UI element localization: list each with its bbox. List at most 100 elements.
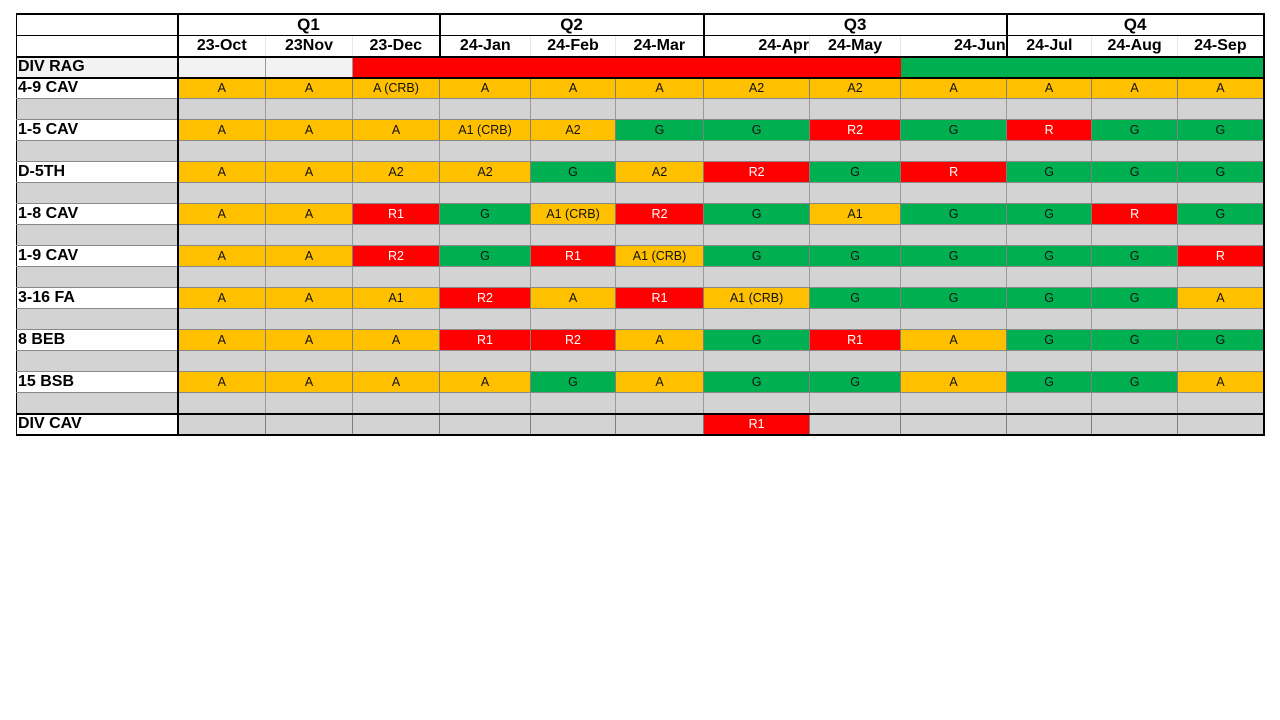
spacer-cell bbox=[809, 392, 902, 414]
spacer-cell bbox=[265, 140, 353, 162]
status-cell: G bbox=[1006, 371, 1093, 393]
status-cell: A bbox=[615, 329, 705, 351]
spacer-cell bbox=[352, 98, 441, 120]
status-cell: A bbox=[177, 245, 266, 267]
spacer-cell bbox=[530, 266, 617, 288]
status-cell: G bbox=[900, 245, 1008, 267]
spacer-cell bbox=[265, 392, 353, 414]
spacer-cell bbox=[439, 266, 532, 288]
status-cell: A2 bbox=[352, 161, 441, 183]
spacer-row bbox=[16, 182, 1265, 204]
spacer-label bbox=[16, 350, 179, 372]
div-cav-cell bbox=[1091, 412, 1179, 436]
status-cell: G bbox=[1091, 119, 1179, 141]
status-cell: A bbox=[177, 371, 266, 393]
status-cell: A bbox=[177, 203, 266, 225]
status-cell: R1 bbox=[530, 245, 617, 267]
spacer-cell bbox=[900, 266, 1008, 288]
spacer-cell bbox=[1006, 308, 1093, 330]
month-header: 24-Jan bbox=[439, 35, 532, 58]
spacer-cell bbox=[1091, 98, 1179, 120]
spacer-cell bbox=[1006, 182, 1093, 204]
row-label: 4-9 CAV bbox=[16, 77, 179, 99]
status-cell: R2 bbox=[615, 203, 705, 225]
spacer-cell bbox=[1177, 224, 1265, 246]
spacer-cell bbox=[1006, 392, 1093, 414]
spacer-cell bbox=[703, 266, 811, 288]
status-cell: A bbox=[900, 371, 1008, 393]
spacer-row bbox=[16, 98, 1265, 120]
status-cell: A bbox=[265, 203, 353, 225]
unit-row: 15 BSB A A A A G A G G A G G A bbox=[16, 371, 1265, 393]
status-cell: G bbox=[530, 371, 617, 393]
status-cell: G bbox=[1006, 245, 1093, 267]
spacer-label bbox=[16, 98, 179, 120]
spacer-cell bbox=[1091, 266, 1179, 288]
spacer-cell bbox=[1006, 140, 1093, 162]
spacer-cell bbox=[177, 224, 266, 246]
spacer-cell bbox=[530, 350, 617, 372]
status-cell: G bbox=[703, 203, 811, 225]
spacer-cell bbox=[265, 224, 353, 246]
header-corner bbox=[16, 13, 179, 36]
spacer-cell bbox=[352, 140, 441, 162]
month-header: 23-Oct bbox=[177, 35, 266, 58]
status-cell: G bbox=[1006, 161, 1093, 183]
spacer-row bbox=[16, 224, 1265, 246]
div-rag-cell bbox=[439, 56, 531, 79]
rag-status-table: Q1 Q2 Q3 Q4 23-Oct 23Nov 23-Dec 24-Jan 24-Feb 24-… bbox=[16, 13, 1265, 436]
spacer-cell bbox=[1177, 140, 1265, 162]
spacer-cell bbox=[439, 182, 532, 204]
spacer-cell bbox=[615, 308, 705, 330]
status-cell: A bbox=[1091, 77, 1179, 99]
quarter-header-row: Q1 Q2 Q3 Q4 bbox=[16, 13, 1265, 36]
spacer-cell bbox=[530, 392, 617, 414]
spacer-label bbox=[16, 392, 179, 414]
spacer-cell bbox=[809, 224, 902, 246]
status-cell: R bbox=[900, 161, 1008, 183]
status-cell: G bbox=[900, 287, 1008, 309]
status-cell: G bbox=[530, 161, 617, 183]
div-rag-cell bbox=[1091, 56, 1178, 79]
spacer-row bbox=[16, 308, 1265, 330]
spacer-cell bbox=[1091, 308, 1179, 330]
spacer-cell bbox=[1091, 350, 1179, 372]
status-cell: A bbox=[265, 119, 353, 141]
spacer-cell bbox=[177, 98, 266, 120]
spacer-cell bbox=[439, 224, 532, 246]
div-rag-cell bbox=[530, 56, 616, 79]
month-header: 23-Dec bbox=[352, 35, 441, 58]
status-cell: A bbox=[177, 287, 266, 309]
status-cell: A bbox=[1177, 371, 1265, 393]
spacer-cell bbox=[352, 350, 441, 372]
month-header: 24-May bbox=[809, 35, 902, 58]
div-cav-cell: R1 bbox=[703, 412, 811, 436]
status-cell: G bbox=[1091, 245, 1179, 267]
spacer-cell bbox=[1091, 224, 1179, 246]
div-cav-cell bbox=[1006, 412, 1093, 436]
spacer-cell bbox=[703, 308, 811, 330]
quarter-header-q4: Q4 bbox=[1005, 13, 1265, 36]
status-cell: A bbox=[352, 119, 441, 141]
status-cell: A bbox=[439, 371, 532, 393]
month-header: 24-Jul bbox=[1006, 35, 1093, 58]
div-rag-cell bbox=[809, 56, 901, 79]
spacer-row bbox=[16, 350, 1265, 372]
spacer-cell bbox=[615, 350, 705, 372]
spacer-cell bbox=[615, 392, 705, 414]
status-cell: A1 (CRB) bbox=[439, 119, 532, 141]
status-cell: A (CRB) bbox=[352, 77, 441, 99]
unit-row: D-5TH A A A2 A2 G A2 R2 G R G G G bbox=[16, 161, 1265, 183]
month-header: 24-Jun bbox=[900, 35, 1008, 58]
spacer-cell bbox=[1177, 266, 1265, 288]
status-cell: A1 (CRB) bbox=[615, 245, 705, 267]
status-cell: G bbox=[1177, 161, 1265, 183]
status-cell: A bbox=[177, 77, 266, 99]
status-cell: G bbox=[703, 329, 811, 351]
status-cell: A bbox=[530, 287, 617, 309]
spacer-cell bbox=[1177, 392, 1265, 414]
status-cell: G bbox=[439, 203, 532, 225]
spacer-cell bbox=[265, 182, 353, 204]
spacer-cell bbox=[439, 98, 532, 120]
div-rag-cell bbox=[703, 56, 810, 79]
